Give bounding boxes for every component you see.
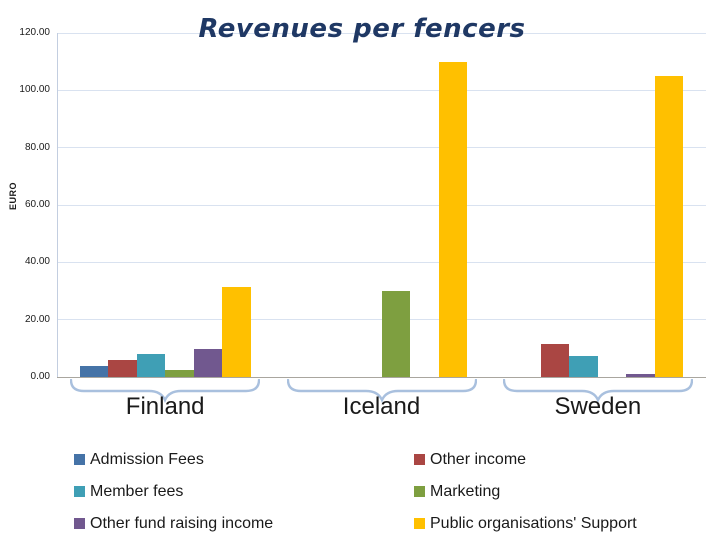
bar-other-income-finland bbox=[108, 359, 137, 377]
y-axis-title: EURO bbox=[8, 182, 18, 211]
legend-label: Other fund raising income bbox=[90, 514, 274, 532]
category-label-iceland: Iceland bbox=[342, 393, 421, 420]
chart-title: Revenues per fencers bbox=[198, 14, 526, 44]
bar-public-organisations-support-finland bbox=[222, 286, 251, 377]
legend-item: Member fees bbox=[74, 482, 414, 501]
y-tick-label: 100.00 bbox=[19, 84, 50, 96]
legend-label: Admission Fees bbox=[90, 450, 204, 468]
gridline bbox=[57, 204, 706, 206]
y-tick-label: 0.00 bbox=[30, 371, 50, 382]
bar-member-fees-sweden bbox=[569, 356, 598, 377]
legend-item: Public organisations' Support bbox=[414, 514, 674, 533]
y-tick-label: 20.00 bbox=[24, 313, 50, 325]
gridline bbox=[57, 147, 706, 149]
category-brace bbox=[502, 379, 693, 403]
gridline bbox=[57, 89, 706, 91]
bar-member-fees-finland bbox=[136, 354, 166, 377]
legend-label: Member fees bbox=[90, 482, 184, 500]
legend-item: Marketing bbox=[414, 482, 674, 501]
gridline bbox=[57, 261, 706, 263]
y-axis-line bbox=[57, 33, 58, 377]
category-label-sweden: Sweden bbox=[554, 393, 642, 420]
legend-label: Other income bbox=[430, 450, 527, 468]
bar-marketing-finland bbox=[165, 370, 194, 377]
legend-item: Admission Fees bbox=[74, 450, 414, 469]
y-tick-label: 120.00 bbox=[19, 27, 50, 38]
bar-other-fund-raising-income-finland bbox=[193, 349, 223, 377]
bar-public-organisations-support-iceland bbox=[438, 61, 467, 377]
gridline bbox=[57, 32, 706, 34]
category-brace bbox=[286, 379, 477, 403]
legend-label: Marketing bbox=[430, 482, 501, 500]
legend-swatch-icon bbox=[74, 454, 85, 465]
y-tick-label: 40.00 bbox=[24, 256, 50, 268]
category-label-finland: Finland bbox=[125, 393, 205, 420]
x-axis-line bbox=[57, 377, 706, 378]
bar-other-fund-raising-income-sweden bbox=[626, 373, 655, 377]
legend: Admission Fees Other income Member fees Mar… bbox=[74, 450, 674, 533]
legend-swatch-icon bbox=[74, 518, 85, 529]
legend-item: Other fund raising income bbox=[74, 514, 414, 533]
y-tick-label: 60.00 bbox=[24, 199, 50, 210]
legend-swatch-icon bbox=[414, 486, 425, 497]
legend-swatch-icon bbox=[74, 486, 85, 497]
legend-swatch-icon bbox=[414, 454, 425, 465]
bar-admission-fees-finland bbox=[79, 366, 109, 377]
legend-label: Public organisations' Support bbox=[430, 514, 637, 532]
category-brace bbox=[70, 379, 261, 403]
legend-item: Other income bbox=[414, 450, 674, 469]
legend-swatch-icon bbox=[414, 518, 425, 529]
bar-public-organisations-support-sweden bbox=[654, 76, 684, 377]
bar-marketing-iceland bbox=[381, 291, 410, 377]
plot-area bbox=[57, 32, 706, 378]
bar-other-income-sweden bbox=[540, 344, 570, 377]
y-tick-label: 80.00 bbox=[24, 141, 50, 153]
